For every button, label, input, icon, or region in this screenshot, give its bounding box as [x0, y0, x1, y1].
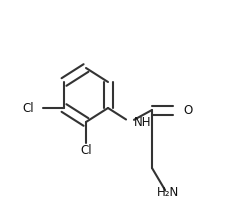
Text: O: O [183, 103, 192, 116]
Text: H₂N: H₂N [157, 186, 179, 199]
Text: Cl: Cl [22, 101, 34, 114]
Text: NH: NH [134, 116, 151, 129]
Text: Cl: Cl [80, 144, 92, 157]
